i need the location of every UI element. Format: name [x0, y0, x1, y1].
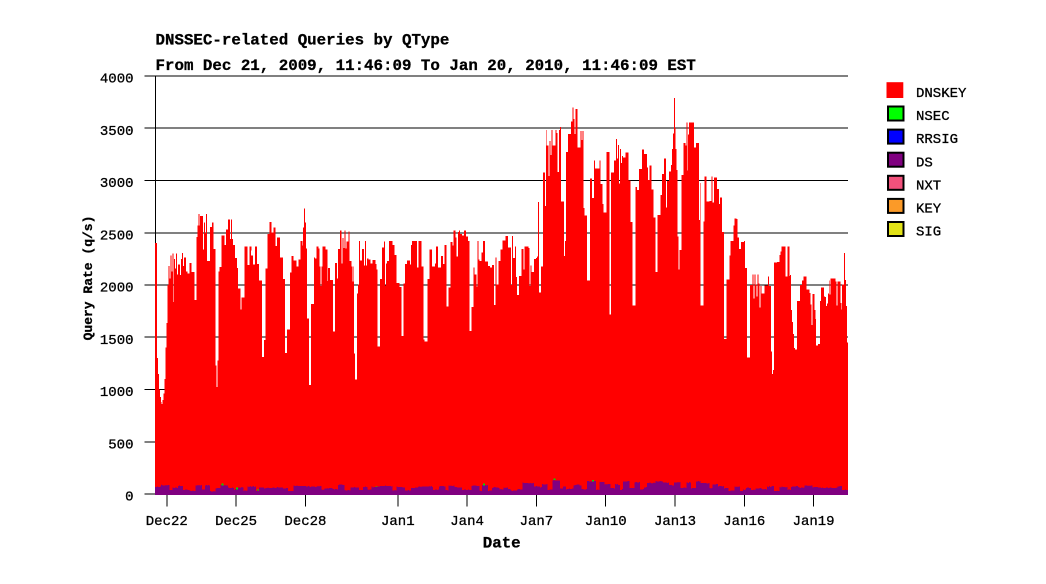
- svg-text:RRSIG: RRSIG: [916, 132, 958, 148]
- svg-text:SIG: SIG: [916, 225, 941, 241]
- svg-text:0: 0: [125, 490, 133, 506]
- svg-text:4000: 4000: [100, 72, 134, 88]
- svg-text:DNSSEC-related Queries by QTyp: DNSSEC-related Queries by QType: [156, 32, 450, 50]
- svg-text:2500: 2500: [100, 228, 134, 244]
- svg-text:Jan13: Jan13: [654, 514, 696, 530]
- svg-text:1000: 1000: [100, 385, 134, 401]
- svg-text:From Dec 21, 2009, 11:46:09 To: From Dec 21, 2009, 11:46:09 To Jan 20, 2…: [156, 57, 697, 75]
- svg-text:NXT: NXT: [916, 178, 941, 194]
- svg-text:Dec28: Dec28: [284, 514, 326, 530]
- svg-text:NSEC: NSEC: [916, 109, 950, 125]
- svg-text:Dec25: Dec25: [215, 514, 257, 530]
- svg-text:Jan1: Jan1: [381, 514, 415, 530]
- svg-text:DS: DS: [916, 155, 933, 171]
- svg-text:Jan10: Jan10: [585, 514, 627, 530]
- svg-text:DNSKEY: DNSKEY: [916, 86, 967, 102]
- svg-text:2000: 2000: [100, 281, 134, 297]
- svg-text:Jan19: Jan19: [793, 514, 835, 530]
- svg-text:3000: 3000: [100, 176, 134, 192]
- svg-text:KEY: KEY: [916, 202, 942, 218]
- svg-text:Jan16: Jan16: [723, 514, 765, 530]
- svg-text:Jan7: Jan7: [520, 514, 554, 530]
- svg-text:Query Rate (q/s): Query Rate (q/s): [81, 216, 96, 341]
- svg-text:3500: 3500: [100, 124, 134, 140]
- svg-text:Jan4: Jan4: [450, 514, 484, 530]
- svg-text:Dec22: Dec22: [146, 514, 188, 530]
- svg-text:Date: Date: [483, 535, 521, 553]
- svg-text:500: 500: [108, 437, 133, 453]
- svg-text:1500: 1500: [100, 333, 134, 349]
